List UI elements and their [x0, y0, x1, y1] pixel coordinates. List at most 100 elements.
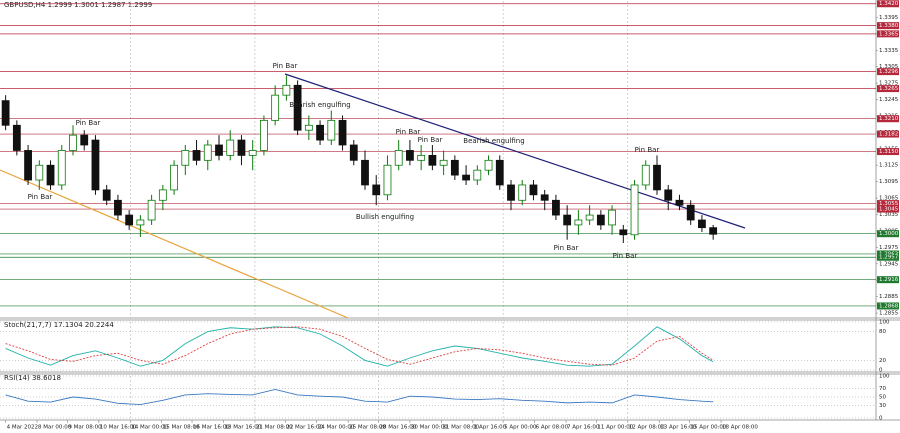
- candle-body: [495, 159, 504, 186]
- candle-body: [383, 164, 392, 196]
- level-tag: [877, 30, 899, 38]
- candle-body: [136, 219, 145, 226]
- candle-body: [664, 189, 673, 201]
- candle-body: [226, 139, 235, 156]
- level-label: 1.3265: [879, 86, 899, 92]
- candle-body: [406, 150, 414, 161]
- y-tick-label: 1.3275: [879, 81, 899, 87]
- y-tick-label: 1.3305: [879, 64, 899, 70]
- x-tick-label: 13 Apr 16:00: [660, 425, 696, 431]
- x-tick-label: 24 Mar 00:00: [318, 425, 355, 431]
- y-tick-label: 1.2945: [879, 261, 899, 267]
- candle-body: [563, 214, 572, 226]
- y-tick-label: 80: [879, 329, 886, 335]
- candle-body: [450, 159, 459, 176]
- x-tick-label: 5 Apr 00:00: [504, 425, 537, 431]
- y-tick-label: 1.3065: [879, 196, 899, 202]
- level-tag: [877, 230, 899, 238]
- annotation: Pin Bar: [273, 62, 298, 70]
- y-tick-label: 30: [879, 403, 886, 409]
- candle-body: [327, 119, 336, 141]
- candle-body: [596, 214, 605, 226]
- candle-body: [653, 164, 661, 191]
- candle-body: [630, 184, 639, 236]
- level-tag: [877, 253, 899, 261]
- y-tick-label: 1.3395: [879, 15, 899, 21]
- indicator-line: [5, 326, 714, 366]
- annotation: Pin Bar: [418, 136, 443, 144]
- candle-body: [304, 124, 313, 131]
- y-tick-label: 0: [879, 416, 883, 422]
- level-label: 1.3210: [879, 116, 899, 122]
- candle-body: [102, 189, 111, 201]
- x-tick-label: 15 Apr 00:00: [691, 425, 727, 431]
- candle-body: [574, 219, 583, 226]
- candle-body: [641, 164, 650, 186]
- trendline: [0, 169, 349, 319]
- level-tag: [877, 68, 899, 76]
- level-tag: [877, 130, 899, 138]
- candle-body: [540, 194, 549, 201]
- level-label: 1.3365: [879, 31, 899, 37]
- candle-body: [417, 154, 426, 161]
- level-label: 1.3000: [879, 231, 899, 237]
- candle-body: [91, 139, 100, 191]
- y-tick-label: 1.3335: [879, 48, 899, 54]
- x-tick-label: 18 Mar 16:00: [224, 425, 261, 431]
- candle-body: [619, 229, 628, 236]
- x-tick-label: 15 Mar 08:00: [163, 425, 200, 431]
- level-label: 1.3296: [879, 69, 899, 75]
- level-label: 1.3055: [879, 201, 899, 207]
- candle-body: [293, 84, 302, 131]
- candle-body: [192, 150, 201, 161]
- x-tick-label: 22 Mar 16:00: [286, 425, 323, 431]
- y-tick-label: 1.3245: [879, 97, 899, 103]
- x-tick-label: 7 Apr 16:00: [567, 425, 600, 431]
- y-tick-label: 100: [879, 374, 890, 380]
- y-tick-label: 50: [879, 395, 886, 401]
- indicator-line: [5, 388, 714, 406]
- candle-body: [608, 209, 616, 226]
- candle-body: [349, 144, 358, 161]
- level-tag: [877, 205, 899, 213]
- x-tick-label: 21 Mar 08:00: [256, 425, 293, 431]
- level-label: 1.3150: [879, 149, 899, 155]
- candle-body: [709, 227, 718, 235]
- candle-body: [507, 184, 515, 201]
- candle-body: [462, 174, 470, 181]
- level-label: 1.2916: [879, 277, 899, 283]
- level-label: 1.3380: [879, 23, 899, 29]
- x-tick-label: 14 Mar 00:00: [131, 425, 168, 431]
- level-tag: [877, 0, 899, 8]
- candle-body: [282, 84, 291, 96]
- candle-body: [675, 199, 684, 206]
- candle-body: [237, 139, 246, 156]
- x-tick-label: 25 Mar 08:00: [349, 425, 386, 431]
- candle-body: [585, 214, 594, 221]
- candle-body: [24, 150, 32, 181]
- x-tick-label: 4 Mar 2022: [7, 425, 38, 431]
- y-tick-label: 70: [879, 386, 886, 392]
- level-tag: [877, 115, 899, 123]
- level-label: 1.3045: [879, 207, 899, 213]
- candle-body: [181, 150, 190, 166]
- candle-body: [80, 134, 89, 146]
- candle-body: [361, 159, 369, 186]
- annotation: Bearish engulfing: [289, 101, 350, 109]
- x-tick-label: 8 Mar 00:00: [38, 425, 72, 431]
- x-tick-label: 16 Mar 16:00: [193, 425, 230, 431]
- candle-body: [57, 150, 66, 186]
- indicator-line: [5, 326, 714, 367]
- candle-body: [428, 154, 437, 166]
- annotation: Pin Bar: [76, 119, 101, 127]
- candle-body: [1, 100, 10, 126]
- candle-body: [473, 169, 482, 181]
- x-tick-label: 11 Apr 00:00: [597, 425, 633, 431]
- level-tag: [877, 148, 899, 156]
- candle-body: [372, 184, 381, 196]
- candle-body: [203, 144, 212, 161]
- y-tick-label: 0: [879, 368, 883, 374]
- candle-body: [271, 94, 280, 121]
- level-label: 1.3420: [879, 1, 899, 7]
